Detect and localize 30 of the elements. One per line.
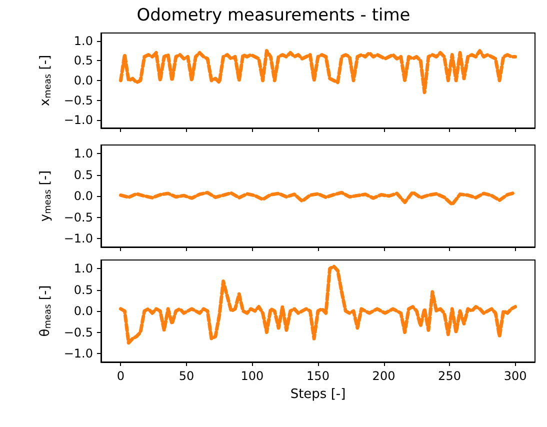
x-axis-title: Steps [-]	[290, 387, 346, 402]
y-tick-label: 1.0	[74, 262, 93, 276]
y-tick-label: 0.5	[74, 54, 93, 68]
y-tick-label: −0.5	[64, 325, 93, 340]
x-tick-label: 150	[306, 369, 330, 383]
y-axis-title: ymeas [-]	[38, 170, 54, 222]
y-tick-label: 0.5	[74, 282, 93, 297]
y-tick-label: 1.0	[74, 146, 93, 160]
x-tick-label: 300	[504, 369, 527, 383]
y-tick-label: 0.0	[74, 189, 93, 203]
line-series	[118, 264, 518, 345]
y-tick-label: −1.0	[64, 113, 93, 128]
y-tick-label: −0.5	[64, 93, 93, 108]
x-tick-label: 0	[116, 369, 125, 383]
line-series	[118, 49, 518, 94]
y-tick-label: 0.0	[74, 74, 93, 88]
y-tick-label: 1.0	[74, 34, 93, 48]
y-axis-title: xmeas [-]	[38, 54, 54, 106]
y-tick-label: −0.5	[64, 210, 93, 224]
y-tick-label: 0.5	[74, 168, 93, 182]
x-tick-label: 100	[240, 369, 264, 383]
y-tick-label: 0.0	[74, 304, 93, 318]
chart-title: Odometry measurements - time	[136, 6, 410, 26]
y-tick-label: −1.0	[64, 232, 93, 246]
y-tick-label: −1.0	[64, 346, 93, 360]
x-tick-label: 200	[372, 369, 396, 383]
x-tick-label: 50	[178, 369, 194, 383]
x-tick-label: 250	[438, 369, 461, 383]
line-series	[118, 190, 518, 206]
y-axis-title: θmeas [-]	[38, 285, 54, 337]
